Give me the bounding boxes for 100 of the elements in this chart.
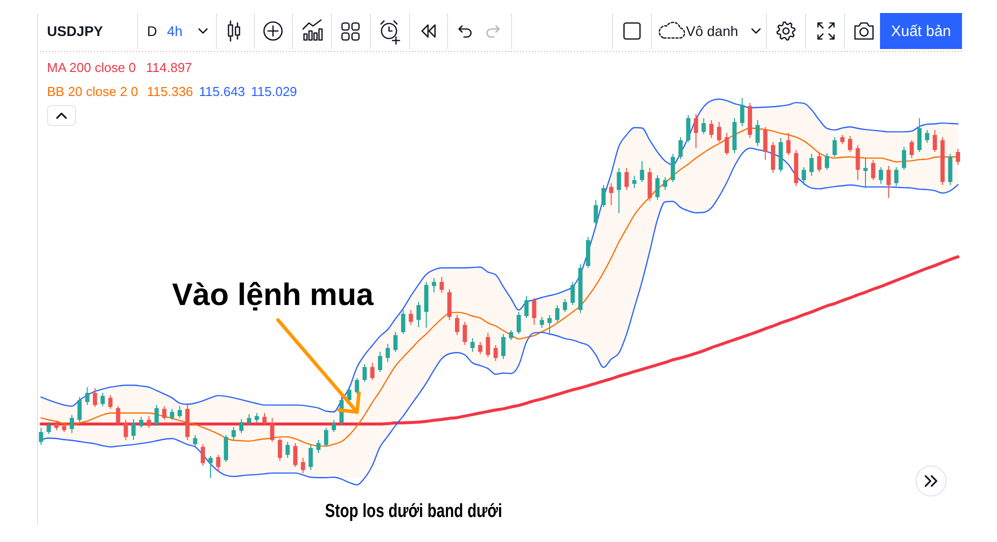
candlestick (932, 129, 937, 152)
candlestick (54, 420, 59, 431)
candlestick (170, 408, 174, 420)
text: D (147, 23, 158, 39)
candlestick (501, 333, 506, 360)
candlestick (709, 120, 714, 138)
candlestick (462, 321, 467, 346)
annotation: 115.643 (199, 84, 246, 99)
candlestick (278, 438, 282, 462)
candlestick (393, 332, 398, 352)
candlestick (655, 174, 660, 200)
candlestick (131, 418, 136, 440)
candlestick (832, 136, 837, 158)
candlestick (601, 184, 606, 208)
candlestick (763, 126, 768, 160)
candlestick (508, 330, 514, 341)
candlestick (632, 175, 636, 189)
candlestick (354, 378, 360, 395)
candlestick (332, 419, 336, 433)
candlestick (300, 457, 306, 474)
candlestick (308, 444, 313, 471)
candlestick (293, 442, 298, 468)
candlestick (270, 417, 274, 442)
candlestick (724, 132, 729, 156)
candlestick (863, 158, 868, 189)
candlestick (516, 311, 521, 334)
candlestick (956, 148, 960, 166)
candlestick (370, 362, 374, 380)
candlestick (702, 118, 706, 135)
candlestick (324, 427, 328, 448)
candlestick (910, 140, 914, 159)
candlestick (640, 160, 644, 182)
text: 114.897 (146, 60, 192, 75)
text: MA 200 close 0 (47, 60, 136, 75)
candlestick (624, 167, 629, 190)
candlestick (856, 144, 860, 181)
candlestick (178, 406, 182, 418)
candlestick (694, 113, 698, 149)
candlestick (840, 134, 844, 144)
text: Xuất bản (890, 23, 952, 40)
candlestick (570, 281, 575, 306)
candlestick (802, 166, 806, 186)
candlestick (824, 152, 830, 170)
candlestick (594, 199, 598, 226)
candlestick (848, 136, 852, 152)
candlestick (670, 153, 675, 182)
candlestick (562, 298, 568, 312)
candlestick (254, 412, 259, 424)
candlestick (540, 316, 544, 328)
candlestick (817, 151, 822, 173)
candlestick (216, 454, 220, 472)
candlestick (432, 278, 436, 293)
candlestick (139, 416, 144, 428)
candlestick (663, 176, 668, 190)
candlestick (786, 132, 791, 156)
candlestick (224, 434, 228, 463)
text: Stop los dưới band dưới (325, 500, 502, 522)
candlestick (38, 427, 44, 446)
candlestick (486, 332, 490, 358)
candlestick (347, 386, 352, 402)
annotation: 115.029 (251, 84, 298, 99)
text: Vô danh (686, 23, 738, 39)
candlestick (146, 416, 152, 428)
candlestick (378, 351, 382, 372)
candlestick (894, 166, 898, 187)
candlestick (92, 387, 98, 408)
text: BB 20 close 2 0 (47, 84, 138, 99)
text: 4h (167, 23, 183, 39)
candlestick (716, 121, 722, 143)
candlestick (193, 434, 198, 448)
candlestick (246, 414, 252, 426)
candlestick (756, 120, 760, 146)
candlestick (77, 396, 82, 423)
candlestick (925, 129, 930, 144)
candlestick (678, 136, 683, 160)
candlestick (878, 166, 884, 184)
candlestick (555, 304, 560, 322)
candlestick (886, 166, 891, 198)
annotation: 115.336 (147, 84, 194, 99)
candlestick (740, 98, 744, 127)
candlestick (478, 341, 482, 355)
candlestick (401, 310, 406, 334)
candlestick (116, 406, 120, 426)
candlestick (455, 314, 460, 336)
candlestick (547, 314, 552, 336)
candlestick (124, 419, 128, 440)
candlestick (70, 414, 74, 434)
candlestick (609, 182, 614, 206)
candlestick (524, 295, 529, 319)
candlestick (154, 404, 159, 426)
candlestick (871, 159, 876, 181)
candlestick (902, 146, 906, 170)
candlestick (470, 338, 475, 352)
candlestick (809, 153, 814, 176)
candlestick (262, 412, 267, 426)
candlestick (100, 392, 105, 407)
candlestick (386, 343, 390, 363)
annotation: Vào lệnh mua (172, 277, 374, 312)
candlestick (316, 440, 321, 454)
candlestick (232, 426, 236, 440)
